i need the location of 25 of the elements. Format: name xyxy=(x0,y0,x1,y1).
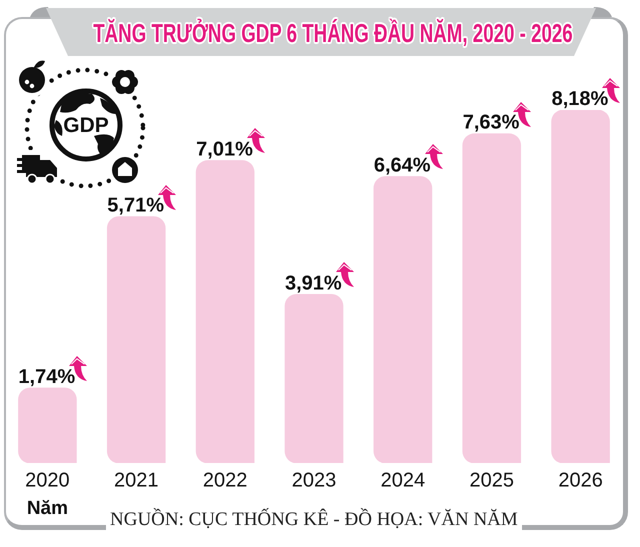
annotation: GDP xyxy=(63,114,109,137)
chart-title: TĂNG TRƯỞNG GDP 6 THÁNG ĐẦU NĂM, 2020 - 2026 xyxy=(93,18,573,48)
x-tick-label: 2024 xyxy=(380,470,426,492)
bar xyxy=(284,294,344,463)
data-label: 6,64% xyxy=(374,154,431,176)
data-label: 3,91% xyxy=(285,272,342,294)
bar xyxy=(196,160,254,463)
data-label: 7,63% xyxy=(462,112,520,134)
x-tick-label: 2021 xyxy=(114,470,159,492)
text: NGUỒN: CỤC THỐNG KÊ - ĐỒ HỌA: VĂN NĂM xyxy=(106,508,522,532)
x-tick-label: 2020 xyxy=(25,470,70,492)
data-label: 8,18% xyxy=(552,88,608,110)
bar xyxy=(374,176,432,463)
x-axis-title: Năm xyxy=(26,498,68,519)
bar xyxy=(106,216,166,463)
x-tick-label: 2026 xyxy=(558,470,603,492)
x-tick-label: 2023 xyxy=(292,470,336,492)
bar xyxy=(551,110,610,463)
data-label: 5,71% xyxy=(107,194,164,217)
data-label: 7,01% xyxy=(196,138,254,160)
bar xyxy=(462,133,522,463)
x-tick-label: 2025 xyxy=(469,470,514,492)
bar xyxy=(18,388,77,463)
data-label: 1,74% xyxy=(18,366,76,388)
x-tick-label: 2022 xyxy=(202,470,248,492)
